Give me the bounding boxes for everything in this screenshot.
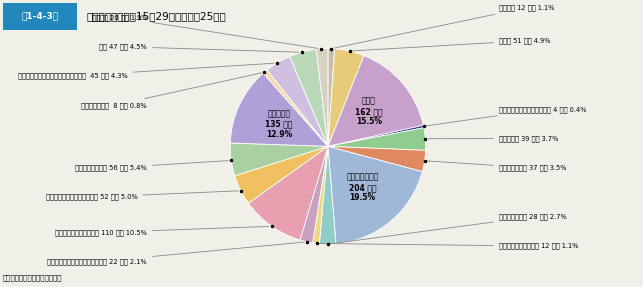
Wedge shape [312, 146, 328, 244]
Wedge shape [267, 57, 328, 146]
Wedge shape [248, 146, 328, 240]
Text: 公務 47 万人 4.5%: 公務 47 万人 4.5% [100, 43, 299, 52]
Wedge shape [300, 146, 328, 243]
Text: （出典）総務省「労働力調査」: （出典）総務省「労働力調査」 [2, 274, 62, 281]
Text: 卸売業，小売業
204 万人
19.5%: 卸売業，小売業 204 万人 19.5% [347, 172, 379, 202]
Text: 不動産業，物品賃貸業 12 万人 1.1%: 不動産業，物品賃貸業 12 万人 1.1% [320, 243, 578, 249]
Wedge shape [328, 146, 426, 172]
Wedge shape [328, 49, 364, 146]
Wedge shape [328, 125, 424, 146]
Wedge shape [328, 49, 335, 146]
Wedge shape [316, 49, 328, 146]
Text: 宿泊業，飲食サービス業 110 万人 10.5%: 宿泊業，飲食サービス業 110 万人 10.5% [55, 226, 269, 236]
Wedge shape [263, 70, 328, 146]
Wedge shape [328, 146, 422, 244]
Wedge shape [328, 55, 423, 146]
Wedge shape [289, 49, 328, 146]
FancyBboxPatch shape [3, 3, 77, 30]
Text: 生活関連サービス業，娯楽業 52 万人 5.0%: 生活関連サービス業，娯楽業 52 万人 5.0% [46, 191, 238, 201]
Wedge shape [230, 143, 328, 176]
Wedge shape [328, 128, 426, 150]
Text: 金融業，保険業 28 万人 2.7%: 金融業，保険業 28 万人 2.7% [331, 214, 566, 244]
Text: 産業別就業者数（15〜29歳）（平成25年）: 産業別就業者数（15〜29歳）（平成25年） [87, 11, 226, 21]
Wedge shape [235, 146, 328, 203]
Text: 電気・ガス・熱供給・水道業 4 万人 0.4%: 電気・ガス・熱供給・水道業 4 万人 0.4% [426, 106, 586, 126]
Wedge shape [320, 146, 336, 244]
Text: 建設業 51 万人 4.9%: 建設業 51 万人 4.9% [352, 38, 550, 51]
Text: 農林漁業 12 万人 1.1%: 農林漁業 12 万人 1.1% [334, 4, 554, 48]
Text: 複合サービス業  8 万人 0.8%: 複合サービス業 8 万人 0.8% [82, 73, 262, 108]
Text: 第1-4-3図: 第1-4-3図 [22, 11, 59, 20]
Text: サービス業（他に分類されないもの）  45 万人 4.3%: サービス業（他に分類されないもの） 45 万人 4.3% [18, 63, 274, 79]
Wedge shape [230, 73, 328, 146]
Text: 情報通信業 39 万人 3.7%: 情報通信業 39 万人 3.7% [428, 135, 558, 142]
Text: 教育，学習支援業 56 万人 5.4%: 教育，学習支援業 56 万人 5.4% [75, 161, 228, 171]
Text: 学術研究，専門・技術サービス業 22 万人 2.1%: 学術研究，専門・技術サービス業 22 万人 2.1% [48, 242, 304, 265]
Text: 分類不能 20 万人 1.9%: 分類不能 20 万人 1.9% [91, 14, 318, 49]
Text: 製造業
162 万人
15.5%: 製造業 162 万人 15.5% [355, 96, 383, 126]
Text: 医療，福祉
135 万人
12.9%: 医療，福祉 135 万人 12.9% [266, 109, 293, 139]
Text: 運輸業，郵便業 37 万人 3.5%: 運輸業，郵便業 37 万人 3.5% [428, 161, 566, 171]
